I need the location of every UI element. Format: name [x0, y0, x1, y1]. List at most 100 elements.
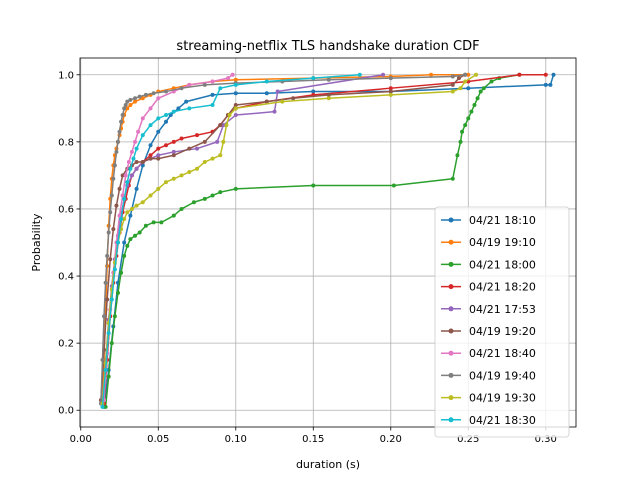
legend-swatch-marker	[448, 217, 454, 223]
data-point	[148, 106, 153, 111]
data-point	[233, 77, 238, 82]
axis-ticks: 0.00 0.05 0.10 0.15 0.20 0.25 0.30 0.0 0.2 0.4 0.6…	[58, 70, 557, 445]
data-point	[326, 92, 331, 97]
data-point	[171, 109, 176, 114]
data-point	[125, 180, 130, 185]
data-point	[472, 102, 477, 107]
data-point	[233, 113, 238, 118]
data-point	[218, 153, 223, 158]
y-axis-label: Probability	[30, 213, 43, 272]
data-point	[171, 153, 176, 158]
data-point	[125, 106, 130, 111]
data-point	[466, 72, 471, 77]
data-point	[120, 173, 125, 178]
data-point	[176, 106, 181, 111]
data-point	[115, 139, 120, 144]
data-point	[125, 210, 130, 215]
data-point	[148, 193, 153, 198]
data-point	[131, 156, 136, 161]
data-point	[109, 341, 114, 346]
data-point	[233, 91, 238, 96]
y-tick-label: 0.0	[58, 406, 74, 417]
data-point	[475, 96, 480, 101]
data-point	[114, 149, 119, 154]
data-point	[171, 139, 176, 144]
data-point	[102, 314, 107, 319]
data-point	[450, 176, 455, 181]
data-point	[117, 129, 122, 134]
data-point	[103, 404, 108, 409]
data-point	[129, 173, 134, 178]
data-point	[100, 404, 105, 409]
data-point	[103, 367, 108, 372]
data-point	[543, 82, 548, 87]
data-point	[164, 89, 169, 94]
data-point	[381, 72, 386, 77]
data-point	[133, 139, 138, 144]
data-point	[264, 99, 269, 104]
data-point	[140, 159, 145, 164]
data-point	[221, 139, 226, 144]
legend-item: 04/21 18:30	[441, 414, 536, 427]
data-point	[463, 79, 468, 84]
data-point	[156, 153, 161, 158]
legend-swatch-marker	[448, 261, 454, 267]
data-point	[100, 357, 105, 362]
data-point	[210, 156, 215, 161]
series-10	[100, 72, 362, 409]
legend-swatch-marker	[448, 372, 454, 378]
data-point	[455, 153, 460, 158]
legend-swatch-marker	[448, 395, 454, 401]
data-point	[109, 193, 114, 198]
data-point	[463, 72, 468, 77]
data-point	[460, 129, 465, 134]
legend-label: 04/21 17:53	[469, 303, 536, 316]
x-tick-label: 0.30	[535, 434, 557, 445]
data-point	[123, 102, 128, 107]
data-point	[126, 159, 131, 164]
legend-box	[434, 206, 570, 438]
data-point	[117, 213, 122, 218]
data-point	[280, 99, 285, 104]
legend-label: 04/21 18:40	[469, 347, 536, 360]
data-point	[543, 72, 548, 77]
data-point	[108, 210, 113, 215]
y-tick-label: 0.4	[58, 272, 74, 283]
data-point	[195, 146, 200, 151]
data-point	[125, 99, 130, 104]
legend-label: 04/19 19:10	[469, 236, 536, 249]
data-point	[112, 314, 117, 319]
data-point	[134, 166, 139, 171]
data-point	[106, 331, 111, 336]
y-tick-label: 1.0	[58, 70, 74, 81]
data-point	[148, 156, 153, 161]
data-point	[391, 183, 396, 188]
data-point	[184, 99, 189, 104]
legend-swatch-marker	[448, 284, 454, 290]
x-tick-label: 0.20	[380, 434, 402, 445]
data-point	[123, 173, 128, 178]
data-point	[226, 76, 231, 81]
data-point	[227, 113, 232, 118]
data-point	[191, 200, 196, 205]
data-point	[140, 133, 145, 138]
x-tick-label: 0.00	[70, 434, 92, 445]
data-point	[112, 163, 117, 168]
data-point	[311, 183, 316, 188]
data-point	[187, 170, 192, 175]
data-point	[202, 159, 207, 164]
data-point	[218, 190, 223, 195]
data-point	[202, 82, 207, 87]
legend-swatch-marker	[448, 417, 454, 423]
data-point	[551, 72, 556, 77]
data-point	[171, 149, 176, 154]
data-point	[128, 166, 133, 171]
data-point	[311, 89, 316, 94]
data-point	[122, 253, 127, 258]
data-point	[221, 123, 226, 128]
data-point	[128, 102, 133, 107]
data-point	[129, 149, 134, 154]
legend-label: 04/19 19:40	[469, 369, 536, 382]
data-point	[171, 176, 176, 181]
